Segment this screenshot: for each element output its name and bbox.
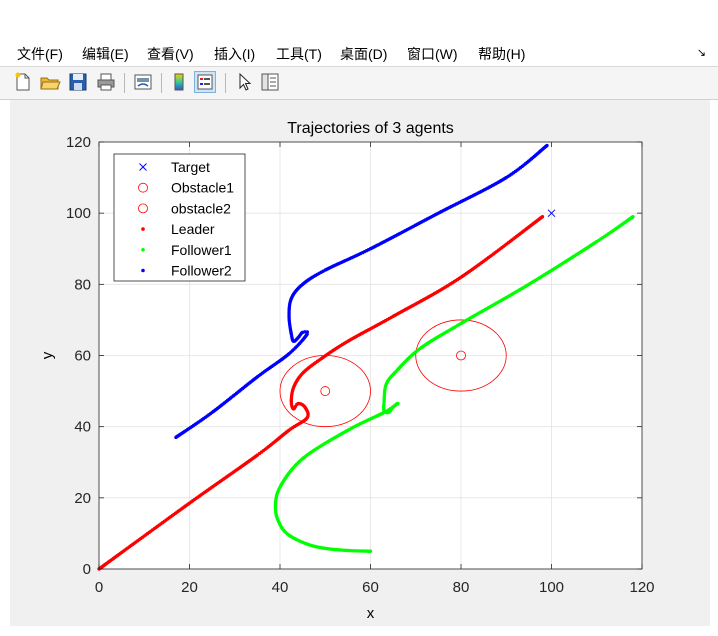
trajectory-point bbox=[540, 215, 545, 219]
toolbar-separator bbox=[225, 73, 226, 93]
trajectory-point bbox=[631, 215, 635, 219]
series-follower1 bbox=[273, 215, 635, 553]
y-tick-label: 80 bbox=[74, 276, 91, 293]
open-file-icon[interactable] bbox=[39, 71, 61, 93]
legend[interactable]: Target Obstacle1 obstacle2 Leader Follower1 F… bbox=[113, 153, 246, 282]
chart-title: Trajectories of 3 agents bbox=[287, 120, 454, 137]
x-tick-label: 120 bbox=[629, 579, 654, 596]
menu-edit[interactable]: 编辑(E) bbox=[82, 46, 129, 62]
menu-help[interactable]: 帮助(H) bbox=[478, 46, 526, 62]
toolbar-separator bbox=[124, 73, 125, 93]
obstacle-2-center bbox=[456, 350, 466, 361]
legend-label-3: obstacle2 bbox=[171, 200, 231, 216]
toolbar-separator bbox=[161, 73, 162, 93]
menu-bar: 文件(F) 编辑(E) 查看(V) 插入(I) 工具(T) 桌面(D) 窗口(W… bbox=[0, 38, 718, 67]
x-tick-label: 20 bbox=[181, 579, 198, 596]
ticks: 0 20 40 60 80 100 120 0 20 40 60 80 100 120 bbox=[66, 134, 655, 596]
pointer-icon[interactable] bbox=[233, 71, 255, 93]
target bbox=[547, 209, 556, 218]
y-tick-label: 120 bbox=[66, 134, 91, 151]
obstacle-2-boundary bbox=[415, 319, 507, 392]
trajectory-plot[interactable]: 0 20 40 60 80 100 120 0 20 40 60 80 100 120 Trajector… bbox=[0, 100, 718, 636]
x-tick-label: 100 bbox=[539, 579, 564, 596]
menu-desktop[interactable]: 桌面(D) bbox=[340, 46, 388, 62]
series bbox=[97, 143, 635, 571]
menu-tools[interactable]: 工具(T) bbox=[276, 46, 322, 62]
menu-insert[interactable]: 插入(I) bbox=[214, 46, 256, 62]
legend-marker-4 bbox=[141, 227, 145, 231]
menu-window[interactable]: 窗口(W) bbox=[407, 46, 458, 62]
y-tick-label: 100 bbox=[66, 205, 91, 222]
series-follower2 bbox=[174, 143, 549, 440]
trajectory-point bbox=[545, 143, 549, 148]
legend-label-6: Follower2 bbox=[171, 263, 232, 279]
legend-icon[interactable] bbox=[194, 71, 216, 93]
trajectory-point bbox=[382, 402, 386, 406]
x-axis-label: x bbox=[367, 605, 375, 622]
y-axis-label: y bbox=[39, 351, 56, 359]
obstacle-1-center bbox=[320, 386, 331, 396]
legend-label-5: Follower1 bbox=[171, 242, 232, 258]
menu-file[interactable]: 文件(F) bbox=[17, 46, 63, 62]
series-leader bbox=[97, 215, 545, 571]
legend-label-2: Obstacle1 bbox=[171, 180, 234, 196]
menu-view[interactable]: 查看(V) bbox=[147, 46, 194, 62]
x-tick-label: 60 bbox=[362, 579, 379, 596]
property-editor-icon[interactable] bbox=[259, 71, 281, 93]
legend-marker-3 bbox=[138, 203, 148, 214]
link-plot-icon[interactable] bbox=[132, 71, 154, 93]
y-tick-label: 40 bbox=[74, 419, 91, 436]
y-tick-label: 20 bbox=[74, 490, 91, 507]
print-icon[interactable] bbox=[95, 71, 117, 93]
colorbar-icon[interactable] bbox=[168, 71, 190, 93]
legend-marker-1 bbox=[139, 163, 147, 171]
menu-collapse-icon[interactable]: ↘ bbox=[696, 47, 706, 59]
save-icon[interactable] bbox=[67, 71, 89, 93]
x-tick-label: 0 bbox=[95, 579, 103, 596]
x-tick-label: 40 bbox=[272, 579, 289, 596]
y-tick-label: 60 bbox=[74, 348, 91, 365]
legend-marker-5 bbox=[141, 248, 145, 252]
legend-marker-2 bbox=[138, 182, 148, 193]
figure-toolbar bbox=[0, 67, 718, 100]
y-tick-label: 0 bbox=[83, 561, 91, 578]
legend-box bbox=[113, 153, 246, 282]
legend-marker-6 bbox=[141, 268, 145, 273]
target-marker bbox=[547, 209, 556, 218]
new-figure-icon[interactable] bbox=[12, 71, 34, 93]
legend-label-4: Leader bbox=[171, 221, 215, 237]
window-titlebar-area bbox=[0, 0, 718, 38]
x-tick-label: 80 bbox=[453, 579, 470, 596]
legend-label-1: Target bbox=[171, 159, 210, 175]
